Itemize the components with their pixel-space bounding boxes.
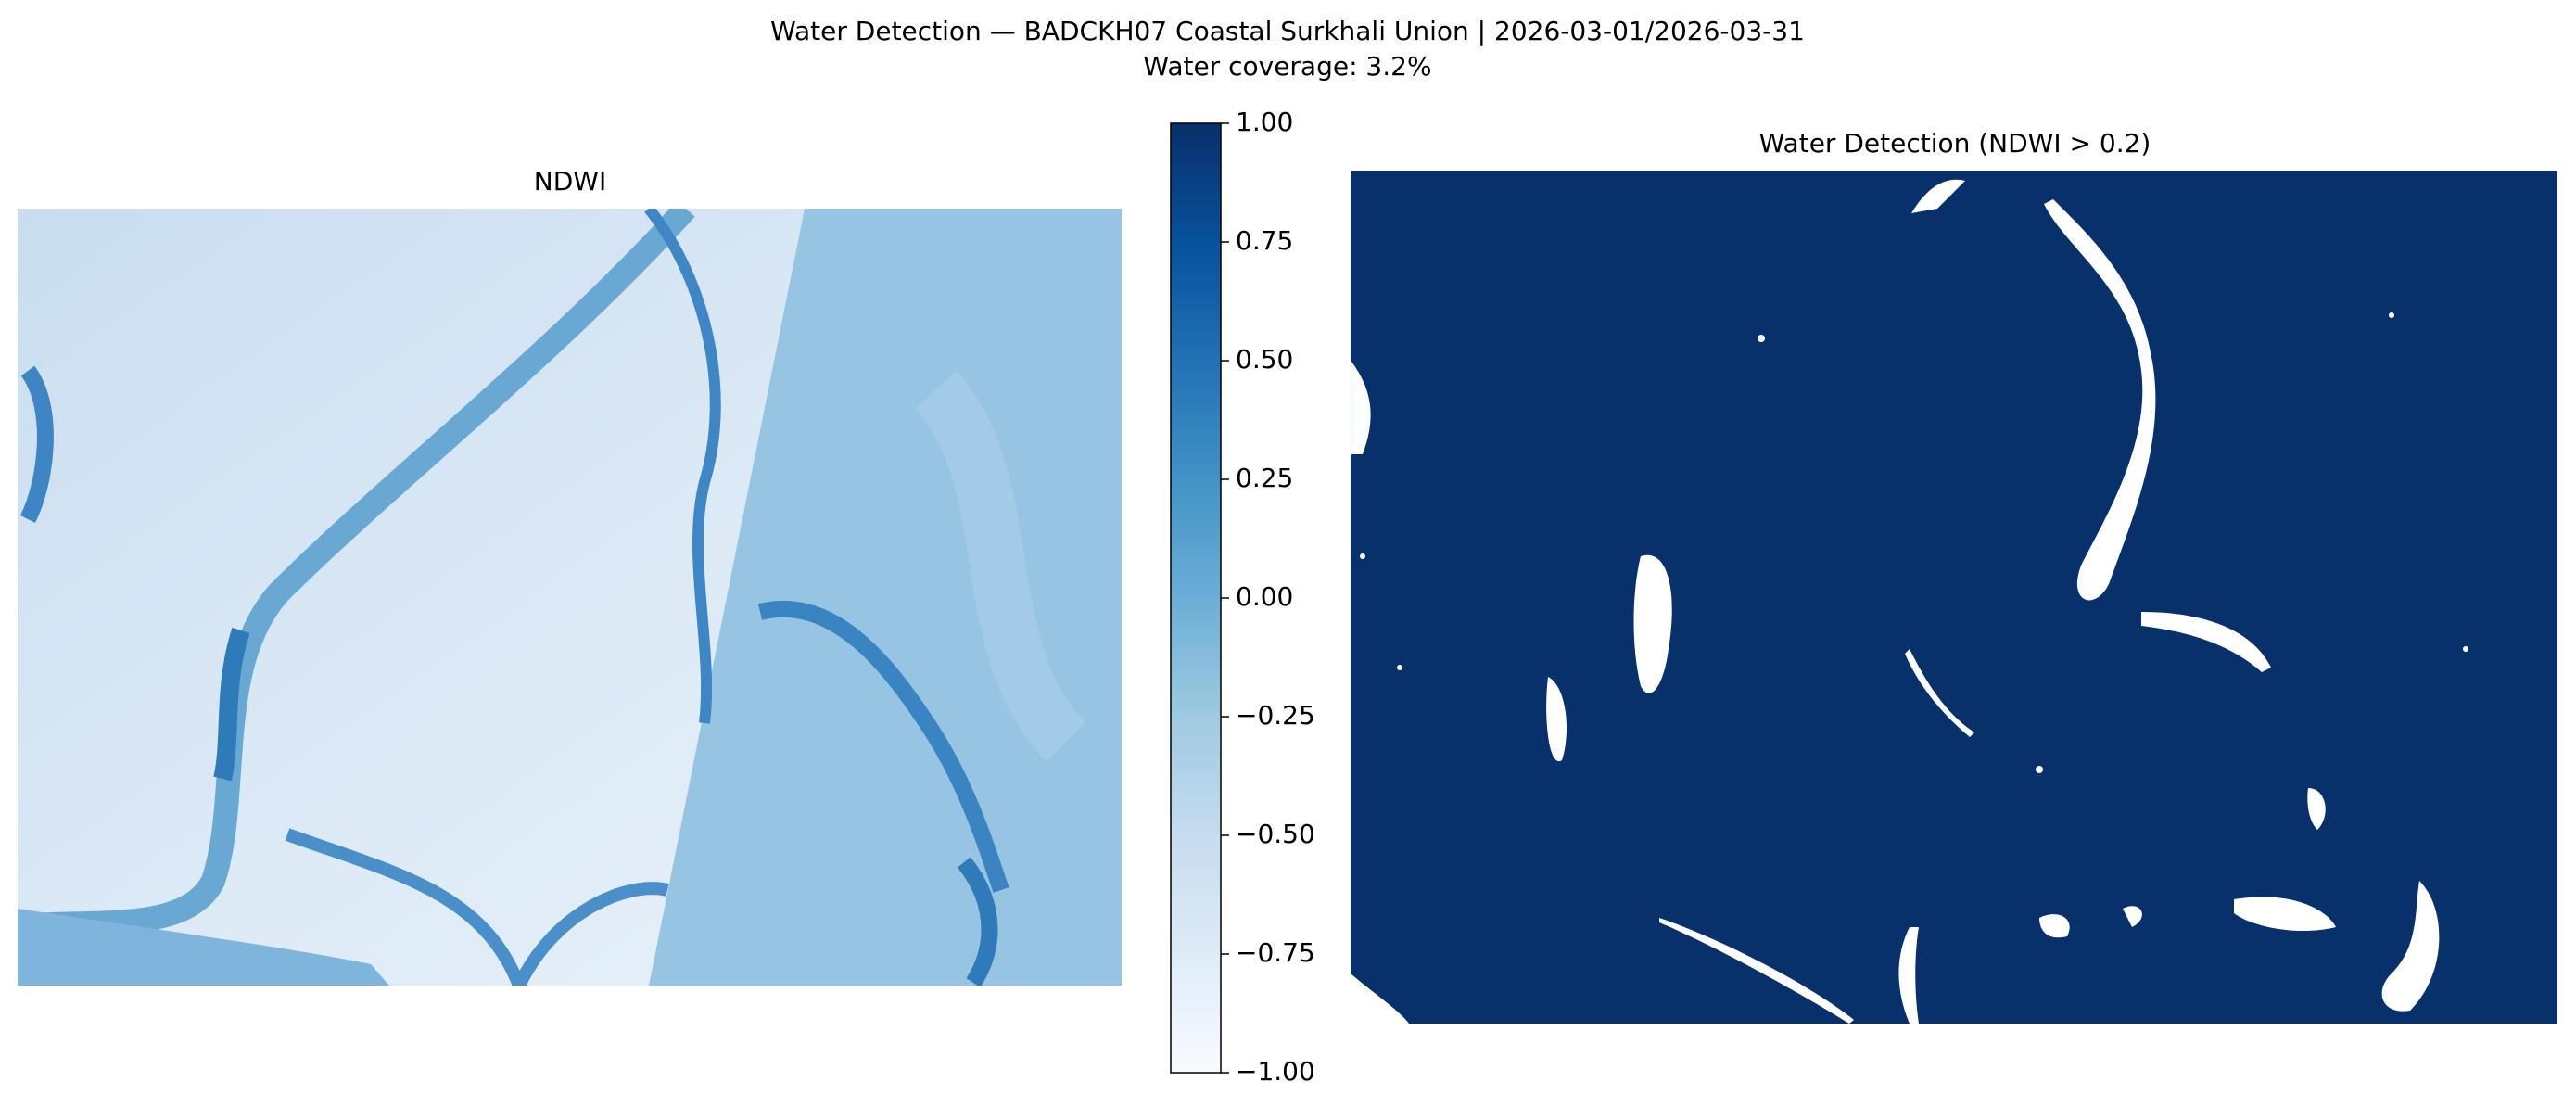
colorbar-tick-label: 0.50 xyxy=(1236,344,1293,375)
ndwi-image xyxy=(18,209,1122,986)
colorbar-ticks: 1.00 0.75 0.50 0.25 0.00 −0.25 −0.50 −0.75 −1.00 xyxy=(1221,107,1315,1087)
colorbar-tick-label: −0.75 xyxy=(1236,937,1315,968)
panel-title: NDWI xyxy=(534,166,606,197)
colorbar xyxy=(1170,122,1222,1074)
colorbar-tick-label: 0.00 xyxy=(1236,581,1293,612)
water-mask-image xyxy=(1351,171,2557,1024)
colorbar-tick-label: 0.75 xyxy=(1236,225,1293,256)
figure-subtitle: Water coverage: 3.2% xyxy=(1143,51,1431,82)
panel-title: Water Detection (NDWI > 0.2) xyxy=(1759,128,2151,159)
colorbar-tick-label: −0.50 xyxy=(1236,819,1315,849)
colorbar-tick-label: 0.25 xyxy=(1236,463,1293,493)
figure-title: Water Detection — BADCKH07 Coastal Surkh… xyxy=(770,16,1805,46)
colorbar-tick-label: −0.25 xyxy=(1236,700,1315,731)
colorbar-tick-label: 1.00 xyxy=(1236,107,1293,137)
colorbar-tick-label: −1.00 xyxy=(1236,1056,1315,1087)
